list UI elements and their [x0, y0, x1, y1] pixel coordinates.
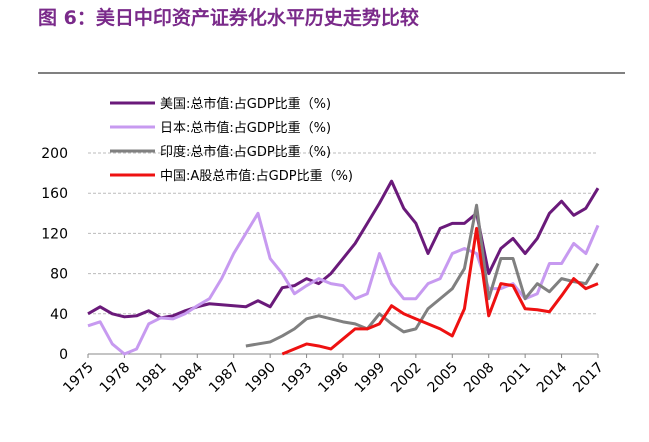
x-tick-label: 1987	[206, 360, 243, 397]
x-tick-label: 2002	[388, 360, 425, 397]
x-tick-label: 1999	[352, 360, 389, 397]
legend-label: 日本:总市值:占GDP比重（%)	[160, 120, 331, 136]
x-tick-label: 1984	[170, 359, 207, 396]
y-tick-label: 0	[59, 347, 68, 363]
x-tick-label: 1978	[97, 360, 134, 397]
legend-label: 中国:A股总市值:占GDP比重（%)	[160, 168, 353, 184]
x-tick-label: 2014	[534, 359, 571, 396]
x-tick-label: 2008	[461, 360, 498, 397]
x-tick-label: 1996	[315, 359, 352, 396]
y-tick-label: 200	[41, 146, 68, 162]
y-tick-label: 120	[41, 226, 68, 242]
x-tick-label: 2017	[570, 360, 607, 397]
x-tick-label: 2005	[425, 360, 462, 397]
y-tick-label: 160	[41, 186, 68, 202]
x-tick-label: 1990	[242, 360, 279, 397]
series-line	[87, 179, 600, 320]
series-line	[245, 203, 600, 348]
series-line	[87, 211, 600, 356]
legend-label: 印度:总市值:占GDP比重（%)	[160, 144, 331, 160]
chart-title: 图 6：美日中印资产证券化水平历史走势比较	[38, 6, 419, 29]
x-tick-label: 1981	[133, 360, 170, 397]
x-tick-label: 1993	[279, 360, 316, 397]
y-tick-label: 80	[50, 267, 68, 283]
x-tick-label: 2011	[497, 360, 534, 397]
x-tick-label: 1975	[60, 360, 97, 397]
legend-label: 美国:总市值:占GDP比重（%)	[160, 96, 331, 112]
series-line	[281, 226, 599, 356]
y-tick-label: 40	[50, 307, 68, 323]
